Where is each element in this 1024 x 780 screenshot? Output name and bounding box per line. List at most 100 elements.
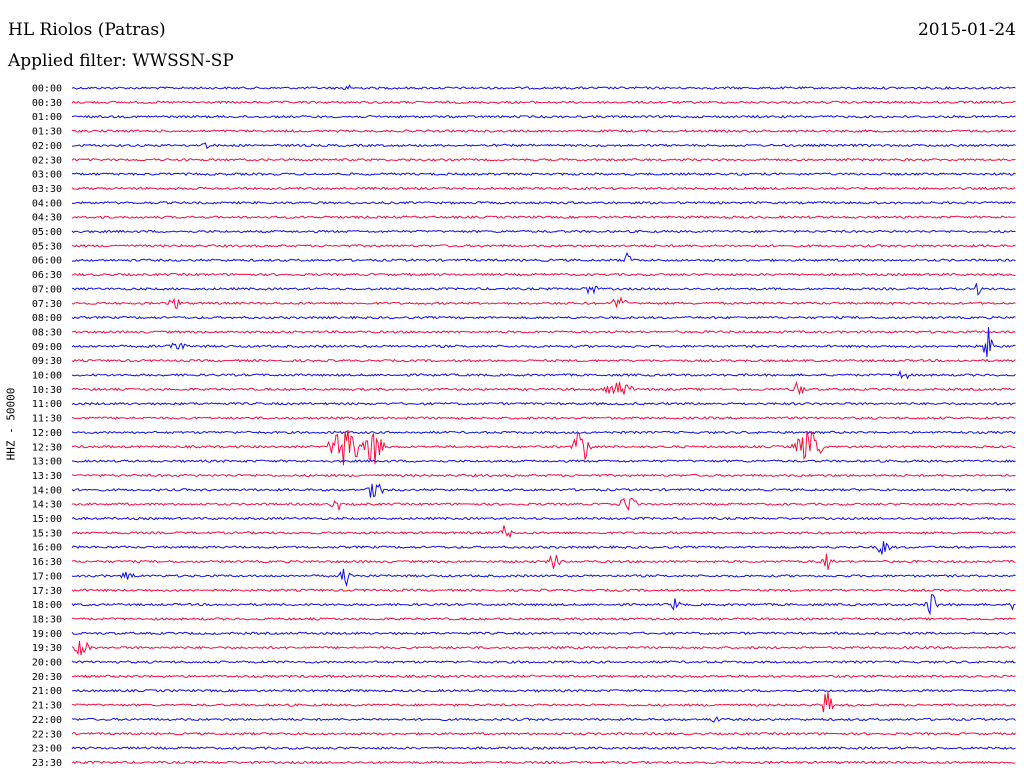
trace-line xyxy=(71,296,1016,310)
trace-line xyxy=(71,688,1016,693)
row-label: 17:00 xyxy=(32,571,62,582)
trace-line xyxy=(71,215,1016,220)
trace-line xyxy=(71,715,1016,723)
row-label: 21:30 xyxy=(32,701,62,712)
trace-line xyxy=(71,541,1016,555)
row-label: 20:00 xyxy=(32,658,62,669)
row-label: 08:30 xyxy=(32,327,62,338)
trace-line xyxy=(71,731,1016,736)
trace-line xyxy=(71,272,1016,277)
row-labels: 00:00 00:30 01:00 01:30 02:00 02:30 03:00 03:30… xyxy=(32,84,62,769)
row-label: 05:30 xyxy=(32,241,62,252)
row-label: 04:30 xyxy=(32,213,62,224)
trace-line xyxy=(71,497,1016,511)
trace-line xyxy=(71,594,1016,616)
row-label: 12:30 xyxy=(32,442,62,453)
row-label: 10:00 xyxy=(32,371,62,382)
trace-line xyxy=(71,430,1016,435)
row-label: 15:30 xyxy=(32,528,62,539)
row-label: 18:30 xyxy=(32,614,62,625)
trace-line xyxy=(71,401,1016,406)
row-label: 11:00 xyxy=(32,399,62,410)
trace-line xyxy=(71,674,1016,679)
row-label: 19:00 xyxy=(32,629,62,640)
row-label: 14:00 xyxy=(32,485,62,496)
row-label: 06:00 xyxy=(32,256,62,267)
trace-line xyxy=(71,660,1016,664)
trace-line xyxy=(71,142,1016,150)
trace-line xyxy=(71,315,1016,320)
trace-line xyxy=(71,568,1016,588)
trace-line xyxy=(71,229,1016,234)
trace-line xyxy=(71,251,1016,263)
row-label: 23:00 xyxy=(32,744,62,755)
row-label: 16:00 xyxy=(32,543,62,554)
row-label: 21:00 xyxy=(32,686,62,697)
trace-line xyxy=(71,369,1016,380)
row-label: 11:30 xyxy=(32,414,62,425)
row-label: 14:30 xyxy=(32,500,62,511)
row-label: 08:00 xyxy=(32,313,62,324)
row-label: 20:30 xyxy=(32,672,62,683)
row-label: 07:00 xyxy=(32,284,62,295)
row-label: 10:30 xyxy=(32,385,62,396)
row-label: 18:00 xyxy=(32,600,62,611)
row-label: 01:00 xyxy=(32,112,62,123)
trace-line xyxy=(71,640,1016,656)
trace-line xyxy=(71,516,1016,521)
row-label: 01:30 xyxy=(32,127,62,138)
row-label: 03:00 xyxy=(32,170,62,181)
trace-line xyxy=(71,380,1016,396)
row-label: 22:00 xyxy=(32,715,62,726)
trace-line xyxy=(71,327,1016,358)
row-label: 23:30 xyxy=(32,758,62,769)
trace-line xyxy=(71,746,1016,750)
trace-line xyxy=(71,243,1016,248)
record-date: 2015-01-24 xyxy=(917,20,1016,40)
row-label: 22:30 xyxy=(32,729,62,740)
trace-line xyxy=(71,760,1016,765)
trace-line xyxy=(71,416,1016,420)
trace-line xyxy=(71,129,1016,133)
row-label: 13:30 xyxy=(32,471,62,482)
trace-line xyxy=(71,114,1016,119)
trace-line xyxy=(71,483,1016,498)
trace-line xyxy=(71,172,1016,176)
trace-line xyxy=(72,429,1016,466)
row-label: 04:00 xyxy=(32,198,62,209)
trace-line xyxy=(72,617,1016,621)
row-label: 17:30 xyxy=(32,586,62,597)
trace-line xyxy=(71,157,1016,162)
trace-line xyxy=(71,358,1016,363)
row-label: 13:00 xyxy=(32,457,62,468)
trace-line xyxy=(71,473,1016,478)
trace-line xyxy=(71,186,1016,191)
row-label: 09:00 xyxy=(32,342,62,353)
trace-line xyxy=(71,553,1016,570)
row-label: 07:30 xyxy=(32,299,62,310)
row-label: 02:00 xyxy=(32,141,62,152)
filter-label: Applied filter: WWSSN-SP xyxy=(8,51,234,71)
row-label: 15:00 xyxy=(32,514,62,525)
row-label: 00:30 xyxy=(32,98,62,109)
row-label: 09:30 xyxy=(32,356,62,367)
trace-line xyxy=(71,525,1016,539)
trace-line xyxy=(71,691,1016,713)
row-label: 00:00 xyxy=(32,84,62,95)
station-name: HL Riolos (Patras) xyxy=(8,20,166,40)
trace-line xyxy=(71,459,1016,463)
trace-line xyxy=(71,588,1016,593)
row-label: 03:30 xyxy=(32,184,62,195)
row-label: 06:30 xyxy=(32,270,62,281)
row-label: 05:00 xyxy=(32,227,62,238)
trace-line xyxy=(71,84,1016,91)
row-label: 12:00 xyxy=(32,428,62,439)
trace-line xyxy=(71,200,1016,205)
trace-line xyxy=(71,330,1016,334)
row-label: 19:30 xyxy=(32,643,62,654)
trace-line xyxy=(71,283,1016,296)
trace-lines xyxy=(71,84,1016,765)
row-label: 16:30 xyxy=(32,557,62,568)
trace-line xyxy=(71,631,1016,636)
